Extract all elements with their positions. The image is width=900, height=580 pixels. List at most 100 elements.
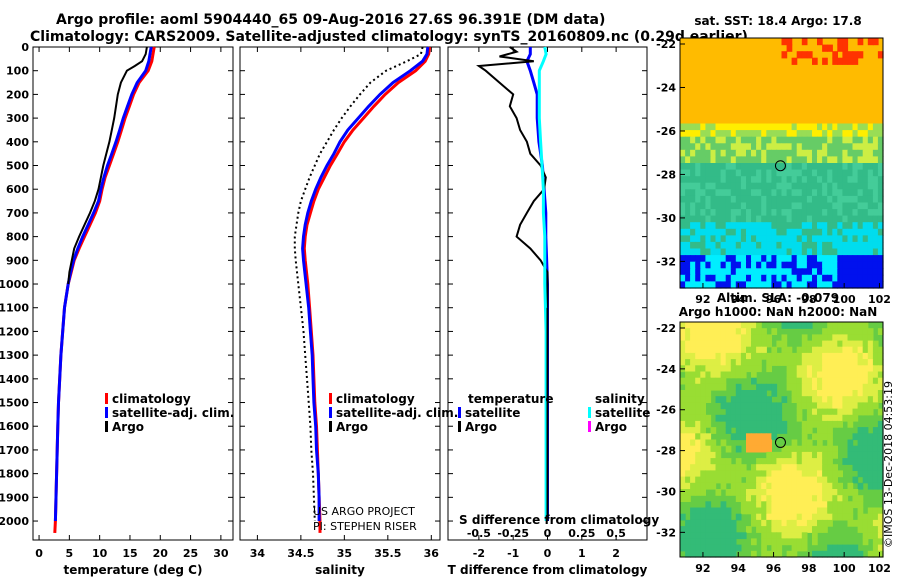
top-axis-tick-label: -0.25 <box>497 527 529 540</box>
map-cell <box>730 371 737 379</box>
map-cell <box>761 281 767 289</box>
map-cell <box>832 340 838 348</box>
map-cell <box>705 136 712 144</box>
map-cell <box>786 149 793 157</box>
map-cell <box>720 281 727 289</box>
map-cell <box>857 470 864 478</box>
map-cell <box>766 176 772 184</box>
map-cell <box>735 346 742 354</box>
map-cell <box>756 255 762 263</box>
map-cell <box>817 352 823 360</box>
map-cell <box>680 445 686 453</box>
map-cell <box>710 322 717 329</box>
map-cell <box>710 482 717 490</box>
map-cell <box>700 408 706 416</box>
map-cell <box>710 209 717 217</box>
map-cell <box>725 156 732 164</box>
map-cell <box>796 281 803 289</box>
map-cell <box>867 396 874 403</box>
map-cell <box>756 156 762 164</box>
map-cell <box>817 439 823 447</box>
map-cell <box>796 136 803 144</box>
map-cell <box>796 189 803 197</box>
map-cell <box>832 268 838 276</box>
map-cell <box>776 458 783 465</box>
map-cell <box>817 526 823 533</box>
map-cell <box>872 458 879 465</box>
map-cell <box>715 268 722 276</box>
map-cell <box>796 458 803 465</box>
map-cell <box>690 352 696 360</box>
map-cell <box>685 371 691 379</box>
map-cell <box>766 169 772 177</box>
map-cell <box>776 215 783 223</box>
map-cell <box>832 371 838 379</box>
map-cell <box>756 495 762 502</box>
map-cell <box>680 538 686 546</box>
map-cell <box>746 334 752 342</box>
map-cell <box>791 359 798 366</box>
map-cell <box>822 255 828 263</box>
map-cell <box>771 346 778 354</box>
map-cell <box>725 281 732 289</box>
map-cell <box>695 228 701 236</box>
map-cell <box>751 136 757 144</box>
map-cell <box>710 130 717 138</box>
map-cell <box>837 495 843 502</box>
map-cell <box>842 414 849 422</box>
map-cell <box>756 123 762 131</box>
map-cell <box>791 143 798 151</box>
map-cell <box>715 451 722 459</box>
map-cell <box>842 51 849 59</box>
map-cell <box>680 222 686 230</box>
map-cell <box>832 501 838 509</box>
map-cell <box>746 433 752 441</box>
map-cell <box>690 222 696 230</box>
series-line-argo <box>67 46 148 285</box>
series-line-argo <box>293 46 424 522</box>
sal-legend-argo-swatch <box>329 421 332 432</box>
map-cell <box>847 189 854 197</box>
map-cell <box>817 136 823 144</box>
map-cell <box>781 334 788 342</box>
map-cell <box>827 322 833 329</box>
map-cell <box>842 346 849 354</box>
map-cell <box>735 136 742 144</box>
map-cell <box>806 402 813 410</box>
map-cell <box>852 149 859 157</box>
map-cell <box>852 51 859 59</box>
map-cell <box>817 209 823 217</box>
map-cell <box>751 176 757 184</box>
map-cell <box>700 340 706 348</box>
map-cell <box>857 402 864 410</box>
map-cell <box>720 176 727 184</box>
map-cell <box>857 169 864 177</box>
map-cell <box>852 402 859 410</box>
map-cell <box>771 476 778 484</box>
map-cell <box>801 544 808 552</box>
map-cell <box>791 532 798 540</box>
map-cell <box>740 501 747 509</box>
map-cell <box>862 195 869 204</box>
map-cell <box>817 202 823 210</box>
map-cell <box>796 519 803 527</box>
map-cell <box>695 156 701 164</box>
map-cell <box>735 464 742 471</box>
map-cell <box>842 352 849 360</box>
map-cell <box>847 51 854 59</box>
map-cell <box>857 458 864 465</box>
map-cell <box>801 202 808 210</box>
map-cell <box>877 202 884 210</box>
map-cell <box>776 261 783 269</box>
map-cell <box>700 402 706 410</box>
map-cell <box>746 268 752 276</box>
map-cell <box>862 526 869 533</box>
map-cell <box>771 195 778 204</box>
map-cell <box>766 189 772 197</box>
map-cell <box>710 519 717 527</box>
map-cell <box>796 202 803 210</box>
map-cell <box>720 195 727 204</box>
map-cell <box>867 334 874 342</box>
map-cell <box>842 136 849 144</box>
map-cell <box>801 268 808 276</box>
